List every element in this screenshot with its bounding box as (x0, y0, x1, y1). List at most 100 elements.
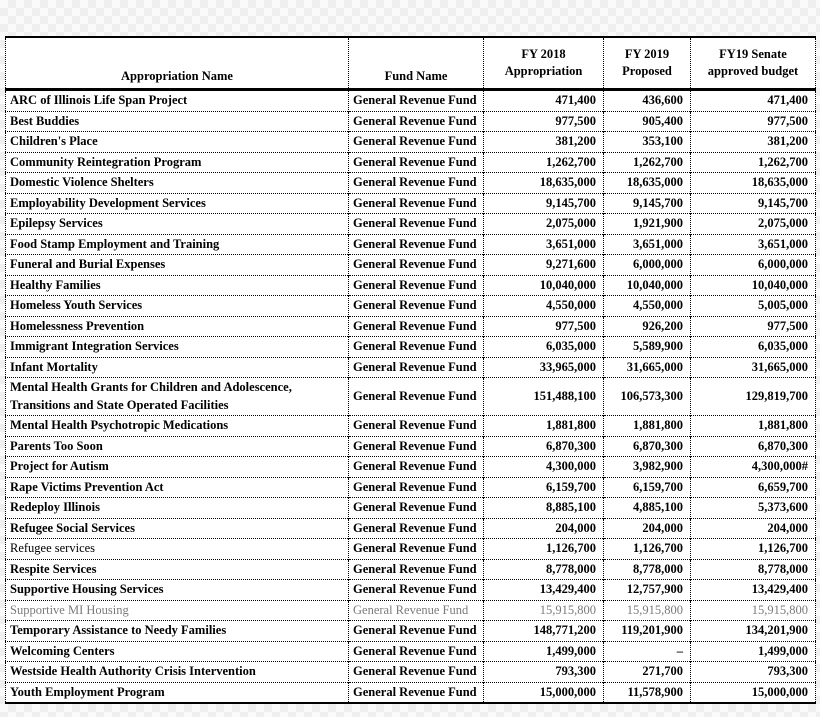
cell-fy2019: 6,000,000 (603, 254, 691, 275)
cell-senate: 18,635,000 (690, 172, 816, 193)
cell-name: Mental Health Grants for Children and Ad… (5, 377, 349, 416)
table-row: Welcoming Centers General Revenue Fund 1… (5, 640, 816, 662)
cell-senate: 4,300,000# (690, 456, 816, 477)
cell-fy2019: 31,665,000 (603, 356, 691, 378)
cell-name: Infant Mortality (5, 356, 349, 378)
table-row: Rape Victims Prevention Act General Reve… (5, 476, 816, 498)
cell-fy2018: 471,400 (483, 89, 604, 111)
cell-name: Temporary Assistance to Needy Families (5, 620, 349, 641)
table-row: Infant Mortality General Revenue Fund 33… (5, 356, 816, 378)
cell-fund: General Revenue Fund (348, 497, 484, 518)
cell-name: Funeral and Burial Expenses (5, 254, 349, 275)
cell-fy2018: 3,651,000 (483, 233, 604, 255)
header-appropriation-name: Appropriation Name (5, 37, 349, 91)
cell-fy2018: 13,429,400 (483, 579, 604, 600)
header-fund-name: Fund Name (348, 37, 484, 91)
table-row: Supportive MI Housing General Revenue Fu… (5, 599, 816, 621)
cell-fy2018: 9,271,600 (483, 254, 604, 275)
table-row: Healthy Families General Revenue Fund 10… (5, 274, 816, 296)
cell-fy2018: 1,499,000 (483, 640, 604, 662)
cell-fund: General Revenue Fund (348, 456, 484, 477)
cell-fund: General Revenue Fund (348, 640, 484, 662)
cell-senate: 1,881,800 (690, 415, 816, 436)
cell-fund: General Revenue Fund (348, 336, 484, 357)
cell-senate: 381,200 (690, 131, 816, 152)
table-row: Mental Health Grants for Children and Ad… (5, 377, 816, 416)
appropriations-table: Appropriation Name Fund Name FY 2018 App… (5, 36, 816, 704)
cell-fund: General Revenue Fund (348, 295, 484, 316)
cell-senate: 3,651,000 (690, 233, 816, 255)
cell-fy2018: 151,488,100 (483, 377, 604, 416)
cell-name: Mental Health Psychotropic Medications (5, 415, 349, 436)
cell-fund: General Revenue Fund (348, 599, 484, 621)
cell-fy2018: 1,881,800 (483, 415, 604, 436)
table-row: Community Reintegration Program General … (5, 151, 816, 173)
cell-senate: 10,040,000 (690, 274, 816, 296)
cell-fund: General Revenue Fund (348, 356, 484, 378)
cell-senate: 6,659,700 (690, 476, 816, 498)
cell-fy2018: 4,300,000 (483, 456, 604, 477)
cell-fy2019: 926,200 (603, 315, 691, 337)
cell-name: Children's Place (5, 131, 349, 152)
cell-fund: General Revenue Fund (348, 377, 484, 416)
cell-fy2019: 353,100 (603, 131, 691, 152)
cell-fund: General Revenue Fund (348, 192, 484, 214)
table-row: Project for Autism General Revenue Fund … (5, 456, 816, 477)
cell-fy2019: 905,400 (603, 110, 691, 132)
cell-name: Welcoming Centers (5, 640, 349, 662)
cell-name: Parents Too Soon (5, 435, 349, 457)
cell-name: Healthy Families (5, 274, 349, 296)
cell-fy2019: 3,651,000 (603, 233, 691, 255)
cell-senate: 5,373,600 (690, 497, 816, 518)
cell-fy2018: 8,885,100 (483, 497, 604, 518)
cell-senate: 5,005,000 (690, 295, 816, 316)
cell-fund: General Revenue Fund (348, 517, 484, 539)
table-row: Homelessness Prevention General Revenue … (5, 315, 816, 337)
header-row: Appropriation Name Fund Name FY 2018 App… (5, 37, 816, 91)
table-row: Westside Health Authority Crisis Interve… (5, 661, 816, 682)
appropriations-table-container: Appropriation Name Fund Name FY 2018 App… (5, 36, 816, 704)
table-row: Temporary Assistance to Needy Families G… (5, 620, 816, 641)
cell-fy2019: 4,550,000 (603, 295, 691, 316)
cell-fy2019: 9,145,700 (603, 192, 691, 214)
table-row: Supportive Housing Services General Reve… (5, 579, 816, 600)
header-fy2019-proposed: FY 2019 Proposed (603, 37, 691, 91)
cell-fund: General Revenue Fund (348, 274, 484, 296)
cell-fund: General Revenue Fund (348, 681, 484, 703)
cell-fy2018: 18,635,000 (483, 172, 604, 193)
cell-senate: 204,000 (690, 517, 816, 539)
cell-fy2019: 8,778,000 (603, 558, 691, 580)
cell-fy2018: 15,000,000 (483, 681, 604, 703)
cell-fy2018: 9,145,700 (483, 192, 604, 214)
cell-fy2019: 1,262,700 (603, 151, 691, 173)
cell-fund: General Revenue Fund (348, 151, 484, 173)
cell-fy2019: 15,915,800 (603, 599, 691, 621)
cell-fy2019: 6,159,700 (603, 476, 691, 498)
cell-name: Food Stamp Employment and Training (5, 233, 349, 255)
cell-fy2019: 1,881,800 (603, 415, 691, 436)
cell-fy2019: 1,921,900 (603, 213, 691, 234)
cell-fy2019: 5,589,900 (603, 336, 691, 357)
cell-senate: 15,915,800 (690, 599, 816, 621)
cell-name: Rape Victims Prevention Act (5, 476, 349, 498)
cell-fy2018: 4,550,000 (483, 295, 604, 316)
cell-senate: 793,300 (690, 661, 816, 682)
cell-fy2019: 204,000 (603, 517, 691, 539)
cell-senate: 9,145,700 (690, 192, 816, 214)
cell-name: Project for Autism (5, 456, 349, 477)
header-fy2018-appropriation: FY 2018 Appropriation (483, 37, 604, 91)
table-row: Respite Services General Revenue Fund 8,… (5, 558, 816, 580)
cell-name: Domestic Violence Shelters (5, 172, 349, 193)
cell-fund: General Revenue Fund (348, 110, 484, 132)
cell-fund: General Revenue Fund (348, 89, 484, 111)
table-row: Homeless Youth Services General Revenue … (5, 295, 816, 316)
table-row: Refugee services General Revenue Fund 1,… (5, 538, 816, 559)
table-row: Funeral and Burial Expenses General Reve… (5, 254, 816, 275)
cell-name: ARC of Illinois Life Span Project (10, 93, 188, 107)
cell-fund: General Revenue Fund (348, 315, 484, 337)
cell-fy2018: 793,300 (483, 661, 604, 682)
table-row: Domestic Violence Shelters General Reven… (5, 172, 816, 193)
cell-name: Immigrant Integration Services (5, 336, 349, 357)
table-row: Redeploy Illinois General Revenue Fund 8… (5, 497, 816, 518)
table-header: Appropriation Name Fund Name FY 2018 App… (5, 37, 816, 91)
